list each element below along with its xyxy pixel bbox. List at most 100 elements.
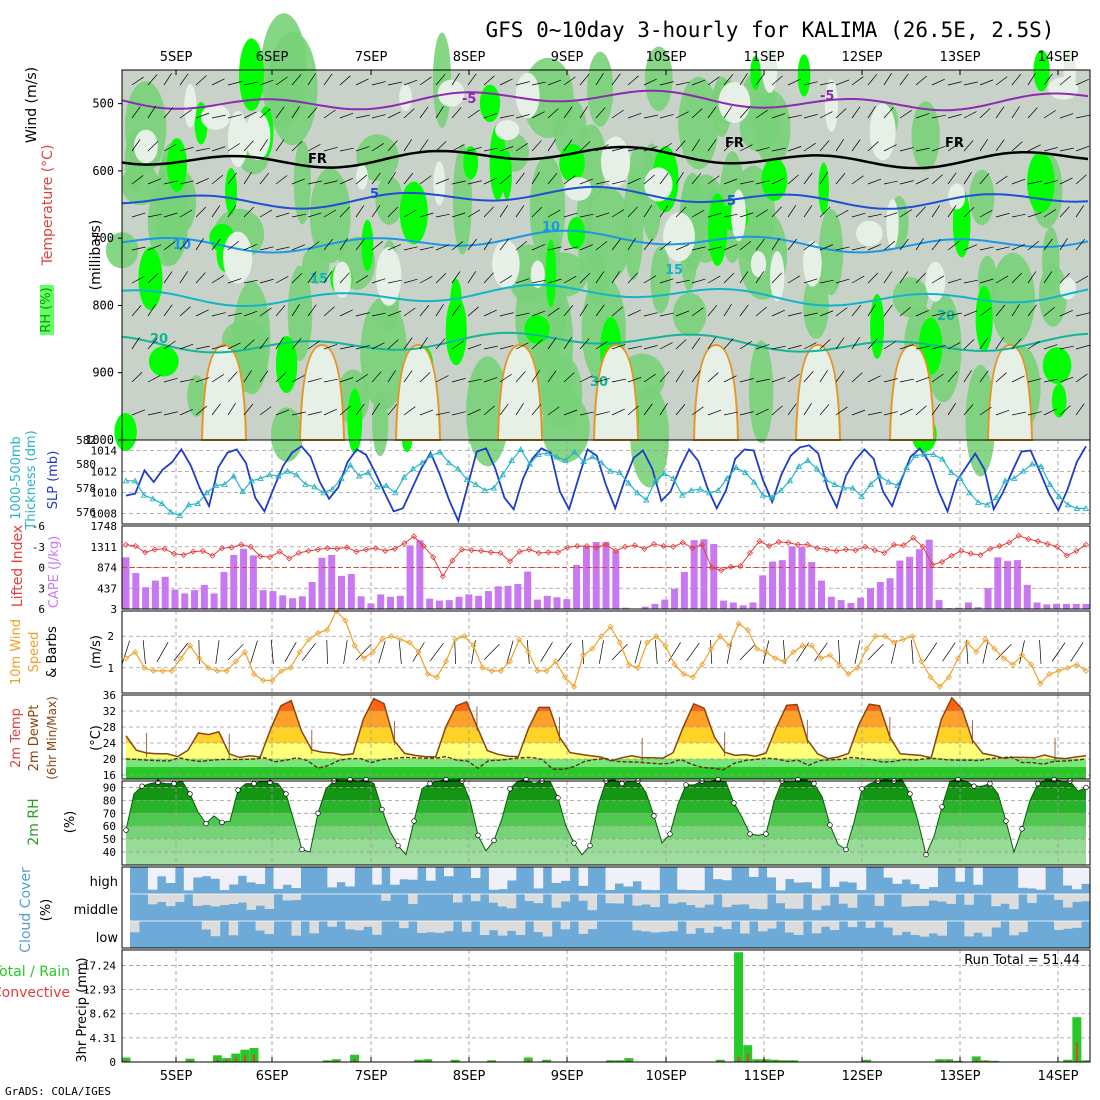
rh-marker [907, 791, 913, 797]
wind-barb [435, 178, 450, 185]
wind-barb [771, 309, 785, 317]
cloud-gap [255, 921, 266, 931]
dewpoint-axis-label: 2m DewPt [27, 705, 42, 772]
cloud-row-high: high [90, 875, 118, 890]
wind-barb [899, 209, 913, 218]
rh-dry-region [750, 251, 767, 277]
pressure-tick-label: 600 [92, 164, 114, 178]
wind-speed-marker [570, 683, 578, 690]
wind-barb [691, 246, 706, 251]
temp-tick-label: 20 [103, 753, 116, 766]
wind-barb [259, 172, 270, 185]
cape-bar [230, 554, 238, 609]
thickness-tick-label: 580 [76, 458, 96, 471]
rh-band [126, 813, 1086, 827]
thickness-marker [454, 465, 462, 472]
cloud-gap [273, 867, 284, 889]
wind-barb [835, 139, 844, 152]
wind-barb [691, 108, 703, 119]
wind-barb [163, 411, 178, 416]
wind-speed-marker [607, 623, 614, 630]
li-marker [919, 543, 926, 550]
wind-barb [723, 375, 737, 383]
li-marker [977, 551, 984, 559]
wind-barb [659, 342, 673, 350]
li-marker [660, 542, 667, 550]
wind-barb [1027, 73, 1036, 86]
thickness-axis-label-2: Thickness (dm) [24, 430, 39, 530]
wind-barb [643, 403, 653, 416]
rh-saturated-region [524, 314, 550, 344]
li-marker [535, 549, 542, 557]
cloud-gap [641, 867, 651, 890]
wind-speed-marker [141, 664, 148, 671]
wind-barb [771, 238, 780, 251]
wind-barb [1059, 147, 1074, 152]
cape-bar [269, 591, 277, 609]
wind-barb [611, 644, 628, 660]
wind-barb [915, 309, 929, 317]
cloud-gap [811, 894, 822, 911]
cloud-gap [820, 921, 831, 927]
wind-barb [995, 139, 1005, 152]
cloud-gap [838, 894, 849, 904]
wind-barb [451, 378, 466, 383]
wind-barb [467, 344, 482, 350]
date-axes: 5SEP5SEP6SEP6SEP7SEP7SEP8SEP8SEP9SEP9SEP… [160, 50, 1079, 1084]
li-marker [410, 533, 418, 540]
precip-total-bar [350, 1054, 360, 1062]
wind-barb [531, 370, 540, 383]
wind-barb [611, 238, 621, 251]
cloud-gap [587, 894, 598, 911]
wind-barb [931, 78, 945, 86]
thickness-marker [1028, 460, 1036, 467]
wind-barb [291, 106, 300, 119]
li-marker [238, 541, 245, 548]
wind-barb [1027, 304, 1037, 317]
wind-barb [371, 143, 384, 152]
wind-barb [499, 174, 511, 185]
wind-barb [819, 206, 831, 218]
wind-speed-marker [360, 655, 367, 662]
wind-barb [915, 376, 930, 383]
wind-barb [483, 206, 494, 218]
wind-barb [1075, 114, 1090, 119]
rh-marker [203, 820, 209, 827]
wind-barb [483, 377, 498, 383]
precip-tick-label: 4.31 [90, 1032, 117, 1045]
wind-speed-marker [525, 648, 532, 656]
wind-barb [675, 310, 690, 317]
wind-speed-marker [790, 648, 797, 656]
cape-tick-label: 874 [97, 562, 117, 575]
cloud-gap [228, 894, 239, 905]
cloud-gap [309, 921, 319, 934]
cape-bar [132, 572, 140, 609]
cloud-gap [1054, 921, 1064, 930]
rh-dry-region [762, 48, 778, 94]
cloud-gap [560, 894, 571, 902]
wind-barb [451, 144, 465, 152]
wind-barb [595, 340, 608, 350]
cape-bar [220, 572, 228, 609]
cloud-gap [937, 894, 947, 902]
wind-barb [435, 411, 450, 416]
cloud-gap [578, 921, 589, 934]
cloud-gap [740, 894, 750, 905]
wind-barb [1059, 405, 1071, 416]
lifted-index-axis-label: Lifted Index [10, 525, 26, 607]
wind-barb [291, 141, 303, 152]
wind-barb [547, 172, 558, 185]
wind-barb [1011, 411, 1026, 416]
wind-barb [995, 372, 1007, 383]
cloud-gap [1063, 894, 1073, 908]
cloud-gap [910, 867, 921, 885]
li-marker [314, 546, 322, 553]
thickness-marker [777, 486, 785, 493]
wind-barb [803, 205, 813, 218]
rh-marker [763, 831, 769, 837]
wind-speed-marker [826, 652, 834, 659]
date-label-bottom: 11SEP [744, 1069, 785, 1084]
wind-barb [1039, 640, 1042, 664]
wind-barb [755, 271, 765, 284]
